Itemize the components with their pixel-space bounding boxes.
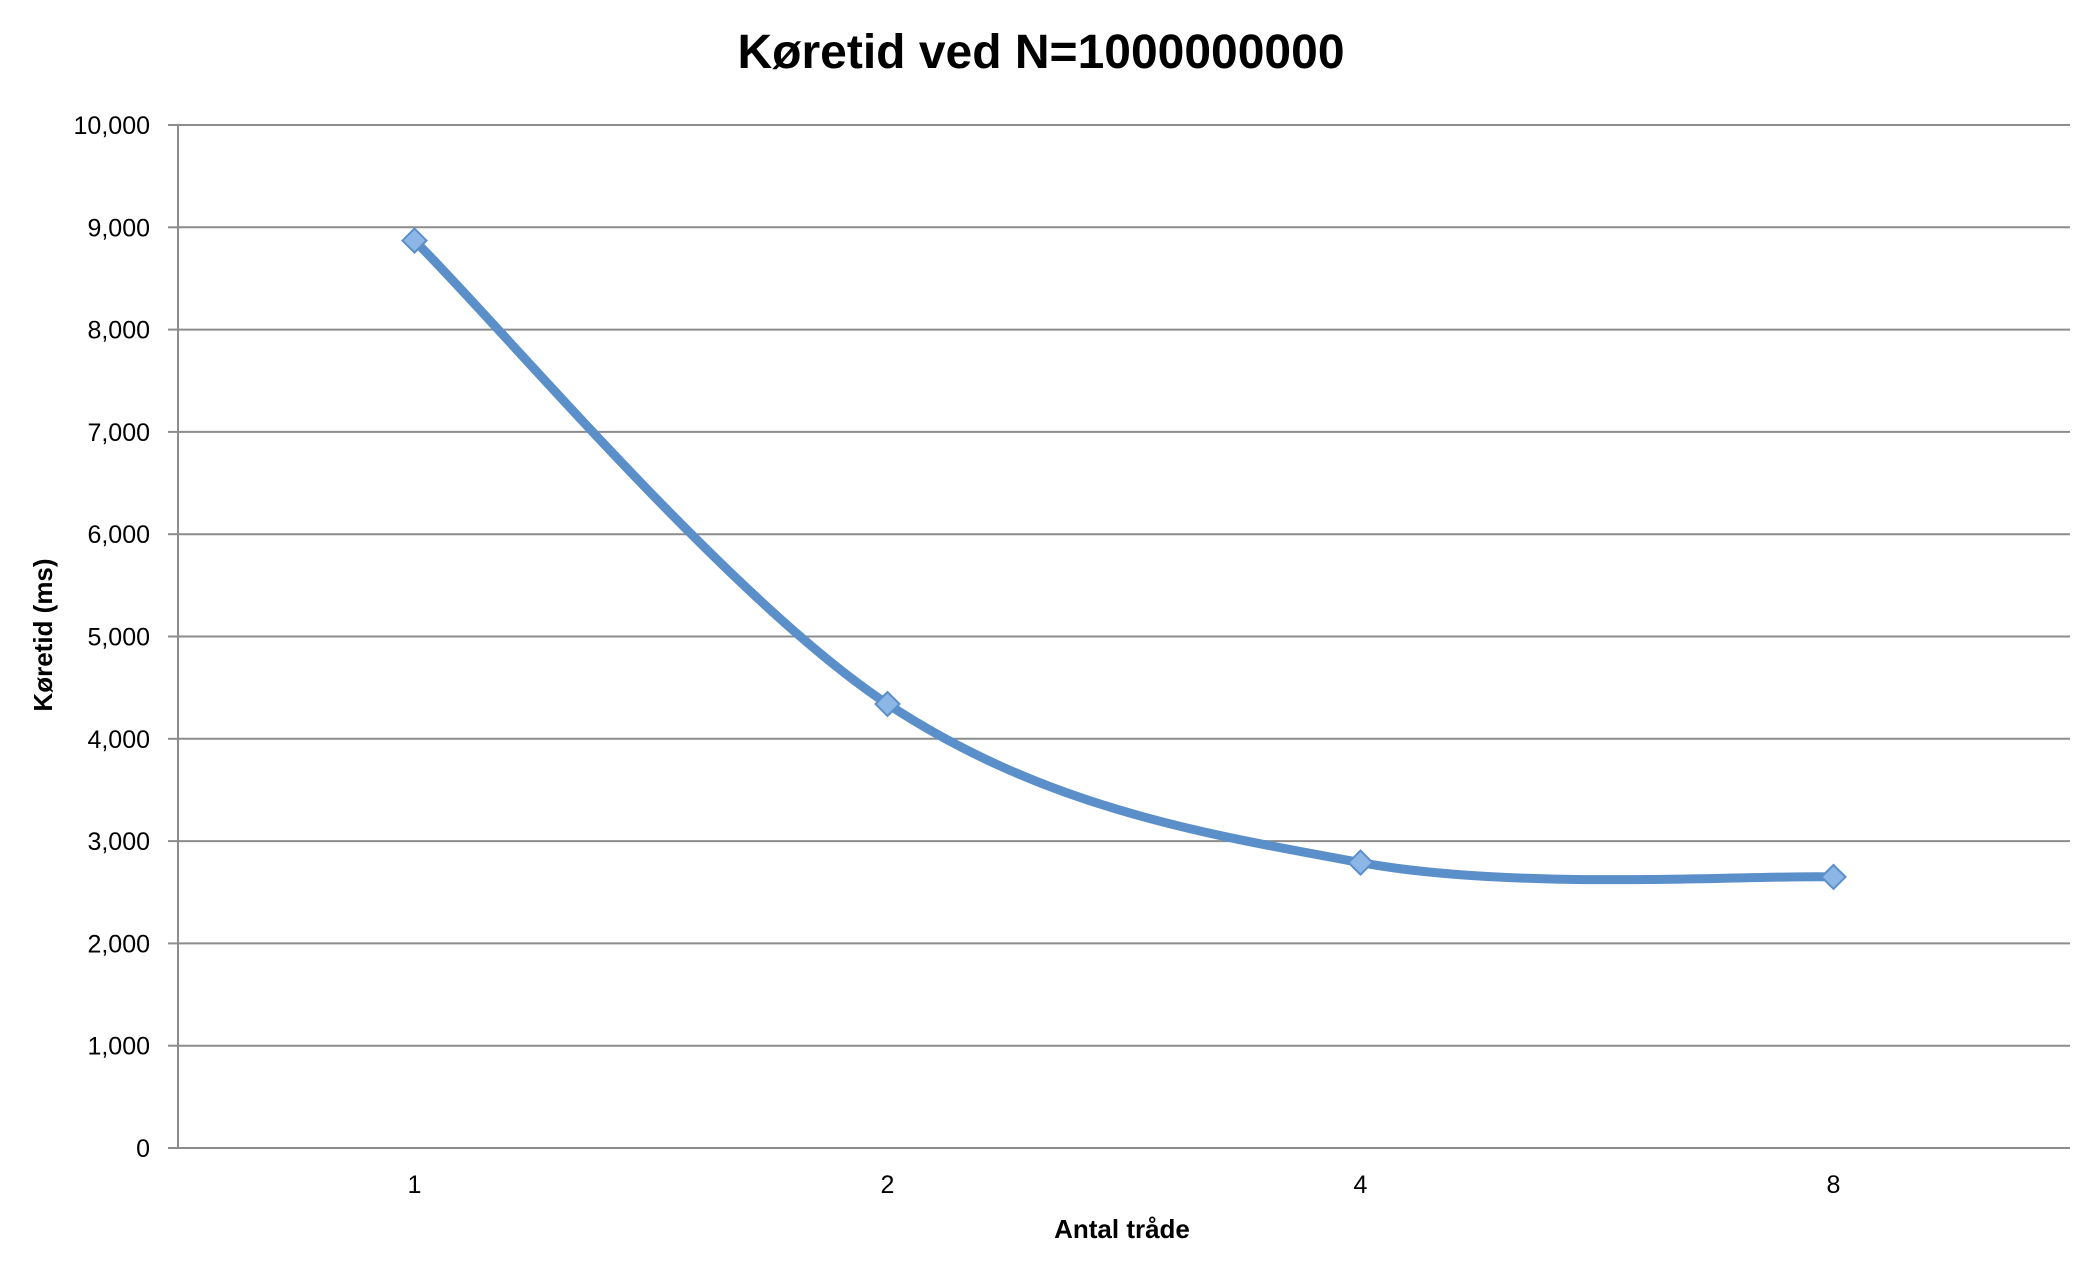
x-tick-label: 2 <box>881 1171 895 1199</box>
x-tick-label: 1 <box>408 1171 422 1199</box>
y-gridlines <box>168 124 2070 1149</box>
series-line <box>410 236 1838 885</box>
y-tick-label: 3,000 <box>87 828 150 856</box>
y-tick-label: 10,000 <box>74 112 150 140</box>
y-tick-label: 2,000 <box>87 930 150 958</box>
y-tick-label: 5,000 <box>87 624 150 652</box>
data-point-marker <box>401 227 428 255</box>
y-tick-label: 9,000 <box>87 214 150 242</box>
chart-title: Køretid ved N=1000000000 <box>737 26 1344 79</box>
x-tick-labels: 1 2 4 8 <box>408 1171 1841 1199</box>
y-tick-labels: 0 1,000 2,000 3,000 4,000 5,000 6,000 7,000 8,00… <box>74 112 150 1163</box>
x-axis-title: Antal tråde <box>1054 1214 1190 1244</box>
data-point-marker <box>1347 849 1374 876</box>
x-tick-label: 4 <box>1354 1171 1368 1199</box>
y-tick-label: 4,000 <box>87 726 150 754</box>
x-tick-label: 8 <box>1827 1171 1841 1199</box>
y-tick-label: 6,000 <box>87 521 150 549</box>
y-tick-label: 1,000 <box>87 1033 150 1061</box>
y-tick-label: 7,000 <box>87 419 150 447</box>
data-point-marker <box>1820 863 1847 891</box>
y-axis-title: Køretid (ms) <box>28 558 58 711</box>
y-tick-label: 0 <box>136 1135 150 1163</box>
data-point-marker <box>874 690 901 718</box>
data-markers <box>401 227 1847 891</box>
y-tick-label: 8,000 <box>87 317 150 345</box>
